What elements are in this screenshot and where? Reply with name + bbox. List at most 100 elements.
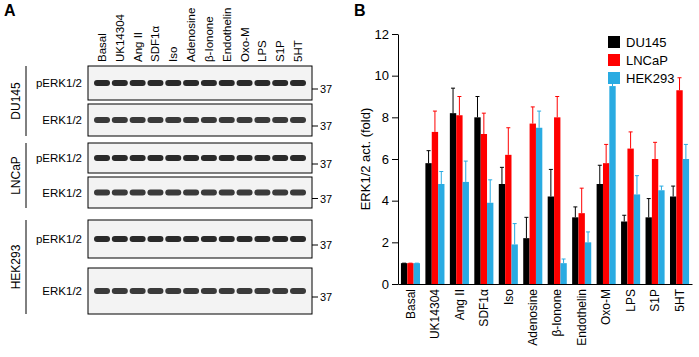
blot-band — [130, 236, 146, 242]
error-bar — [483, 113, 484, 134]
tick-label: 5HT — [673, 288, 687, 311]
error-bar — [630, 132, 631, 149]
bar — [474, 117, 480, 284]
error-bar — [606, 144, 607, 163]
blot-band — [112, 80, 128, 86]
tick: 8 — [382, 110, 398, 125]
blot-band — [165, 288, 181, 294]
bar — [432, 132, 438, 284]
blot-band — [201, 155, 217, 161]
error-cap — [415, 263, 419, 264]
error-cap — [562, 259, 566, 260]
legend-label: HEK293 — [626, 71, 674, 86]
error-cap — [659, 186, 663, 187]
blot-band — [183, 236, 199, 242]
tick-label: SDF1α — [477, 289, 491, 327]
tick-label: LPS — [624, 289, 638, 312]
lane-label: LPS — [256, 40, 268, 62]
blot-band — [219, 190, 235, 196]
bar — [627, 149, 633, 284]
y-axis: 024681012 — [375, 27, 399, 292]
tick-label: Oxo-M — [599, 289, 613, 325]
tick-mark — [392, 242, 398, 243]
cell-line-label: DU145 — [9, 82, 23, 120]
plot-area — [401, 74, 689, 284]
axis-line — [398, 35, 399, 285]
blot-band — [219, 117, 235, 123]
error-cap — [555, 96, 559, 97]
row-label: ERK1/2 — [42, 285, 82, 297]
error-bar — [648, 199, 649, 218]
lane-label: Oxo-M — [239, 28, 251, 63]
error-cap — [622, 215, 626, 216]
error-bar — [526, 217, 527, 238]
blot-band — [94, 80, 110, 86]
tick-label: Iso — [502, 289, 516, 305]
error-cap — [598, 165, 602, 166]
blot-band — [165, 117, 181, 123]
tick-label: Ang II — [453, 289, 467, 320]
blot-band — [237, 117, 253, 123]
bar — [652, 159, 658, 284]
blot-band — [272, 190, 288, 196]
blot-band — [130, 117, 146, 123]
bar — [548, 197, 554, 285]
lane-label: 5HT — [292, 40, 304, 62]
tick-mark — [392, 117, 398, 118]
tick-label: Adenosine — [526, 289, 540, 346]
blot-band — [290, 117, 306, 123]
bar — [407, 263, 413, 284]
blot-band — [201, 80, 217, 86]
error-bar — [655, 142, 656, 159]
blot-band — [165, 190, 181, 196]
marker-label: 37 — [320, 291, 332, 303]
axis-line — [399, 284, 693, 285]
blot-band — [130, 190, 146, 196]
tick-label: 4 — [382, 193, 389, 208]
lane-label: UK14304 — [114, 13, 126, 62]
error-bar — [661, 186, 662, 190]
blot-band — [94, 117, 110, 123]
legend-label: LNCaP — [626, 53, 668, 68]
tick: SDF1α — [477, 289, 491, 327]
tick: 4 — [382, 193, 398, 208]
blot-band — [254, 288, 270, 294]
tick: β-Ionone — [550, 289, 564, 337]
error-bar — [508, 128, 509, 155]
blot-band — [201, 117, 217, 123]
bar — [505, 155, 511, 284]
bracket — [26, 143, 27, 208]
axis-title: ERK1/2 act. (fold) — [358, 108, 373, 211]
error-cap — [475, 96, 479, 97]
blot-band — [112, 236, 128, 242]
blot-band — [237, 190, 253, 196]
blot-band — [147, 190, 163, 196]
tick: Adenosine — [526, 289, 540, 346]
blot-band — [112, 117, 128, 123]
error-cap — [549, 169, 553, 170]
error-bar — [459, 97, 460, 116]
error-bar — [575, 207, 576, 217]
blot-frame — [88, 104, 312, 136]
legend-swatch — [608, 54, 620, 66]
blot-band — [130, 288, 146, 294]
error-bar — [636, 176, 637, 195]
bar — [670, 197, 676, 285]
blot-band — [290, 155, 306, 161]
blot-band — [272, 288, 288, 294]
tick-label: 6 — [382, 152, 389, 167]
bracket — [26, 66, 27, 136]
blot-band — [254, 236, 270, 242]
error-cap — [408, 263, 412, 264]
error-cap — [433, 111, 437, 112]
blot-band — [201, 236, 217, 242]
bar — [463, 182, 469, 284]
error-bar — [434, 111, 435, 132]
blot-band — [183, 80, 199, 86]
lane-label: Basal — [96, 33, 108, 62]
blot-band — [219, 236, 235, 242]
error-cap — [678, 77, 682, 78]
error-cap — [647, 198, 651, 199]
error-bar — [514, 224, 515, 245]
error-bar — [624, 215, 625, 221]
